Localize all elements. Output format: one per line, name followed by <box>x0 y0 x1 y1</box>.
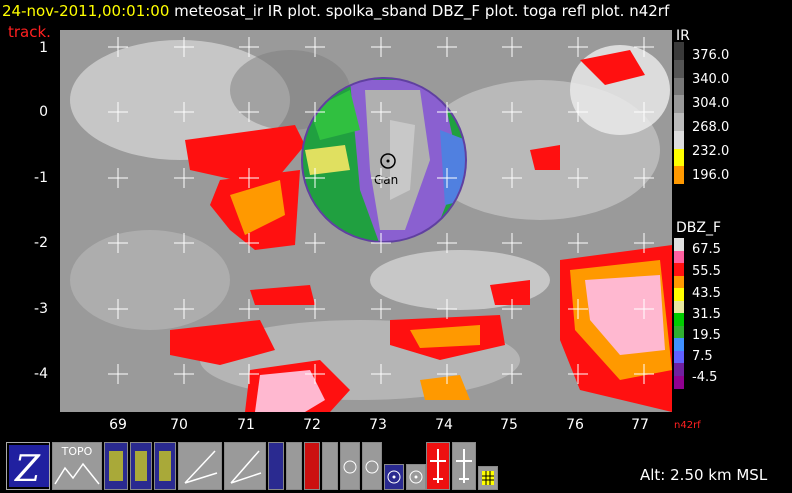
center-target-button[interactable] <box>406 464 426 490</box>
colorbar-segment <box>674 238 684 251</box>
plot-date: 24-nov-2011,00:01:00 <box>2 2 170 20</box>
topo-button-label: TOPO <box>61 445 93 458</box>
target-icon <box>409 470 423 484</box>
toga-button[interactable] <box>304 442 320 490</box>
x-tick-label: 70 <box>170 417 188 433</box>
radar-overlay-button[interactable] <box>224 442 266 490</box>
radar-overlay-button[interactable] <box>178 442 222 490</box>
map-ir-button[interactable] <box>104 442 128 490</box>
colorbar-segment <box>674 166 684 185</box>
radar-sweep-icon <box>184 450 218 484</box>
colorbar-segment <box>674 325 684 339</box>
x-tick-label: 74 <box>435 417 453 433</box>
colorbar-segment <box>674 288 684 301</box>
colorbar-segment <box>674 275 684 289</box>
colorbar-segment <box>674 113 684 131</box>
ir-colorbar-label: 232.0 <box>692 144 730 159</box>
colorbar-segment <box>674 59 684 78</box>
map-icon <box>159 451 171 481</box>
colorbar-segment <box>674 313 684 326</box>
rings-icon <box>365 460 379 474</box>
dbz-colorbar-label: 55.5 <box>692 264 721 279</box>
x-tick-label: 76 <box>566 417 584 433</box>
dbz-colorbar-label: 19.5 <box>692 328 721 343</box>
ir-colorbar-label: 340.0 <box>692 72 730 87</box>
y-tick-label: 0 <box>39 104 48 120</box>
colorbar-segment <box>674 77 684 96</box>
dbz-colorbar-label: 67.5 <box>692 242 721 257</box>
grid-icon <box>482 471 494 485</box>
ir-colorbar-label: 268.0 <box>692 120 730 135</box>
map-icon <box>135 451 147 481</box>
map-canvas[interactable]: Gan <box>60 30 672 412</box>
colorbar-segment <box>674 375 684 389</box>
colorbar-segment <box>674 363 684 376</box>
range-rings-button[interactable] <box>362 442 382 490</box>
svg-text:Z: Z <box>14 449 41 489</box>
mountain-icon <box>54 462 100 485</box>
map-button[interactable] <box>154 442 176 490</box>
dbz-colorbar-title: DBZ_F <box>676 220 722 236</box>
x-tick-label: 75 <box>500 417 518 433</box>
aircraft-icon <box>430 449 446 483</box>
ir-colorbar-label: 304.0 <box>692 96 730 111</box>
rings-icon <box>343 460 357 474</box>
y-tick-label: -1 <box>34 170 48 186</box>
colorbar-segment <box>674 95 684 114</box>
grid-button[interactable] <box>478 466 498 490</box>
colorbar-segment <box>674 130 684 149</box>
zoom-z-icon: Z <box>9 445 49 490</box>
rings-button[interactable] <box>322 442 338 490</box>
dbz-colorbar-label: 7.5 <box>692 349 713 364</box>
smartr-button[interactable] <box>286 442 302 490</box>
y-tick-label: -4 <box>34 366 48 382</box>
map-button[interactable] <box>130 442 152 490</box>
altitude-readout: Alt: 2.50 km MSL <box>640 466 768 484</box>
plot-title: 24-nov-2011,00:01:00 meteosat_ir IR plot… <box>2 2 669 20</box>
colorbar-segment <box>674 148 684 167</box>
colorbar-segment <box>674 263 684 276</box>
radar-sweep-icon <box>230 450 262 484</box>
aircraft-icon <box>456 449 472 483</box>
radar-site-label: Gan <box>374 173 398 187</box>
ir-colorbar-label: 196.0 <box>692 168 730 183</box>
y-tick-label: -2 <box>34 235 48 251</box>
ir-colorbar-label: 376.0 <box>692 48 730 63</box>
ir-colorbar-title: IR <box>676 28 690 44</box>
range-rings-button[interactable] <box>340 442 360 490</box>
dbz-colorbar-label: 43.5 <box>692 286 721 301</box>
dbz-colorbar-label: -4.5 <box>692 370 718 385</box>
colorbar-segment <box>674 250 684 264</box>
x-tick-label: 73 <box>369 417 387 433</box>
plot-title-rest: meteosat_ir IR plot. spolka_sband DBZ_F … <box>174 2 670 20</box>
radar-coverage: Gan <box>301 77 467 243</box>
x-tick-label: 71 <box>237 417 255 433</box>
colorbar-segment <box>674 338 684 351</box>
aircraft-button[interactable] <box>452 442 476 490</box>
track-label: track. <box>8 23 51 41</box>
convective-cells <box>170 50 672 412</box>
y-tick-label: -3 <box>34 301 48 317</box>
ir-map-icon <box>109 451 123 481</box>
p3-aircraft-button[interactable] <box>426 442 450 490</box>
colorbar-segment <box>674 350 684 364</box>
zoom-button[interactable]: Z <box>6 442 50 490</box>
target-icon <box>387 470 401 484</box>
graticule <box>108 37 654 384</box>
spolka-button[interactable] <box>268 442 284 490</box>
colorbar-segment <box>674 42 684 60</box>
topo-button[interactable]: TOPO <box>52 442 102 490</box>
x-tick-label: 69 <box>109 417 127 433</box>
x-tick-label: 77 <box>631 417 649 433</box>
colorbar-segment <box>674 300 684 314</box>
x-tick-label: 72 <box>303 417 321 433</box>
y-tick-label: 1 <box>39 40 48 56</box>
aircraft-label: n42rf <box>674 420 701 431</box>
center-target-button[interactable] <box>384 464 404 490</box>
dbz-colorbar-label: 31.5 <box>692 307 721 322</box>
